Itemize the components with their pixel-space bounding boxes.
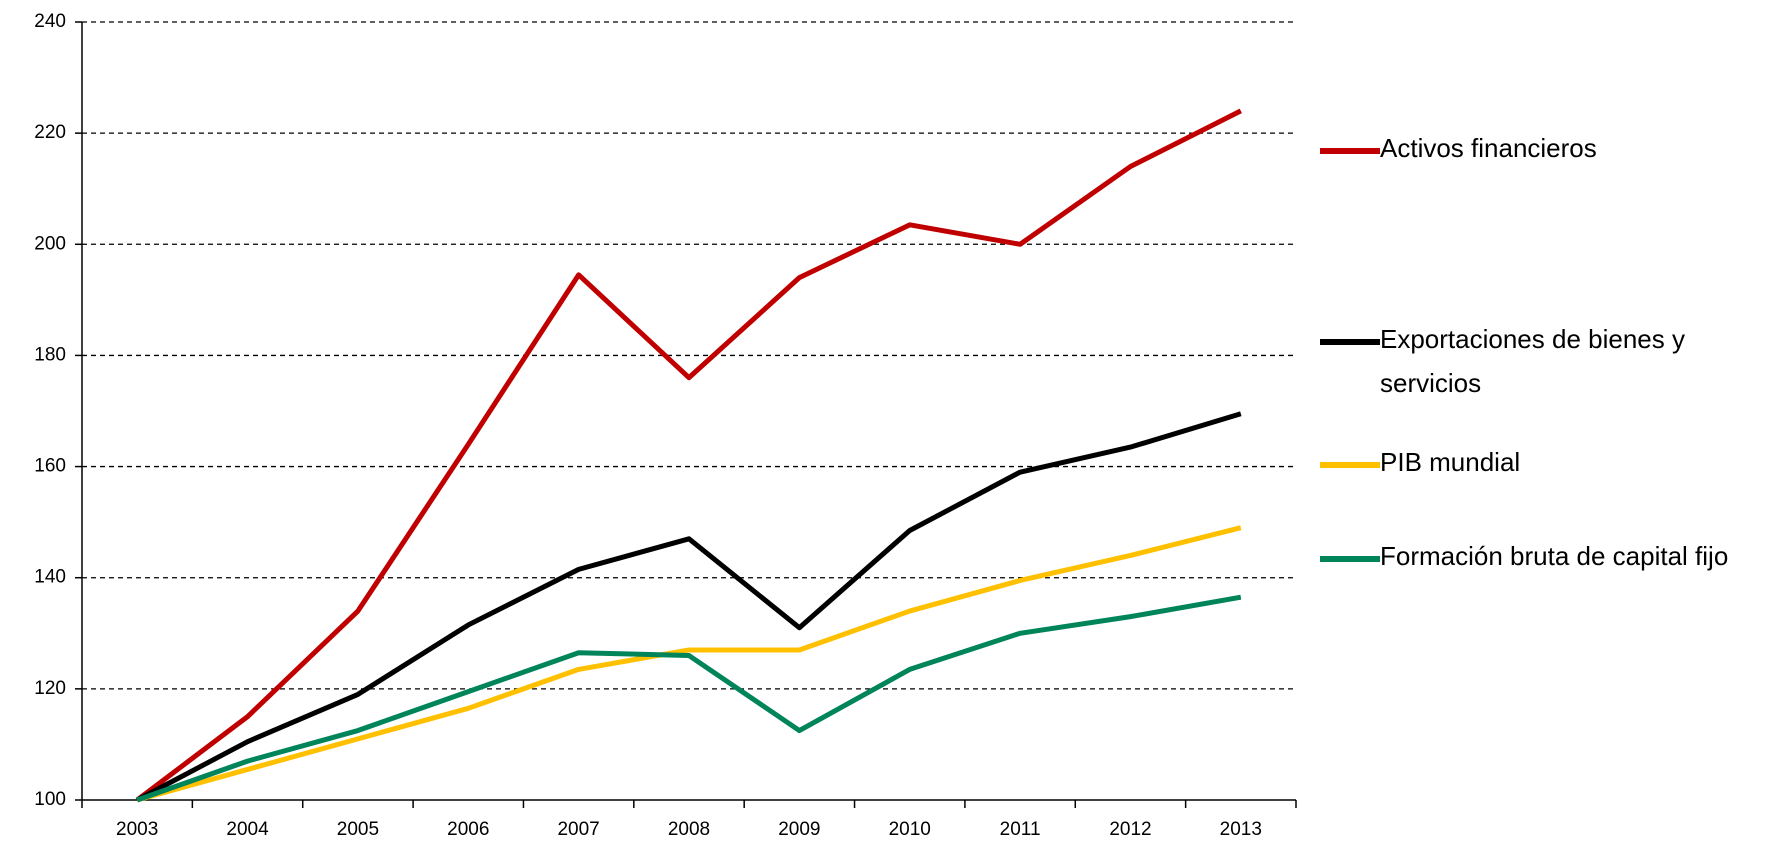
series-line — [135, 108, 1242, 802]
legend-item: Formación bruta de capital fijo — [1320, 541, 1785, 578]
y-tick-label: 140 — [34, 567, 66, 588]
x-tick-label: 2011 — [1000, 819, 1041, 840]
x-tick-label: 2007 — [557, 819, 599, 840]
legend-label: Exportaciones de bienes y servicios — [1380, 324, 1685, 398]
legend-swatch — [1320, 339, 1380, 345]
x-tick-label: 2006 — [447, 819, 489, 840]
y-tick-label: 220 — [34, 122, 66, 143]
legend-item: Exportaciones de bienes y servicios — [1320, 324, 1785, 405]
y-tick-label: 100 — [34, 789, 66, 810]
legend-label: Formación bruta de capital fijo — [1380, 541, 1729, 571]
series-line — [136, 594, 1242, 803]
series-line — [136, 411, 1242, 803]
x-tick-label: 2012 — [1109, 819, 1151, 840]
legend-item: PIB mundial — [1320, 447, 1785, 484]
x-tick-label: 2010 — [889, 819, 931, 840]
x-tick-label: 2009 — [778, 819, 820, 840]
x-tick-label: 2008 — [668, 819, 710, 840]
x-tick-label: 2013 — [1220, 819, 1262, 840]
legend-label: PIB mundial — [1380, 447, 1521, 477]
legend-swatch — [1320, 148, 1380, 154]
legend-label: Activos financieros — [1380, 133, 1597, 163]
y-tick-label: 180 — [34, 344, 66, 365]
y-tick-label: 160 — [34, 456, 66, 477]
y-tick-label: 240 — [34, 11, 66, 32]
x-tick-label: 2003 — [116, 819, 158, 840]
y-tick-label: 200 — [34, 233, 66, 254]
legend-swatch — [1320, 556, 1380, 562]
series-line — [136, 525, 1242, 803]
x-tick-label: 2004 — [226, 819, 269, 840]
legend-swatch — [1320, 462, 1380, 468]
legend-item: Activos financieros — [1320, 133, 1785, 170]
y-tick-label: 120 — [34, 678, 66, 699]
x-tick-label: 2005 — [337, 819, 379, 840]
